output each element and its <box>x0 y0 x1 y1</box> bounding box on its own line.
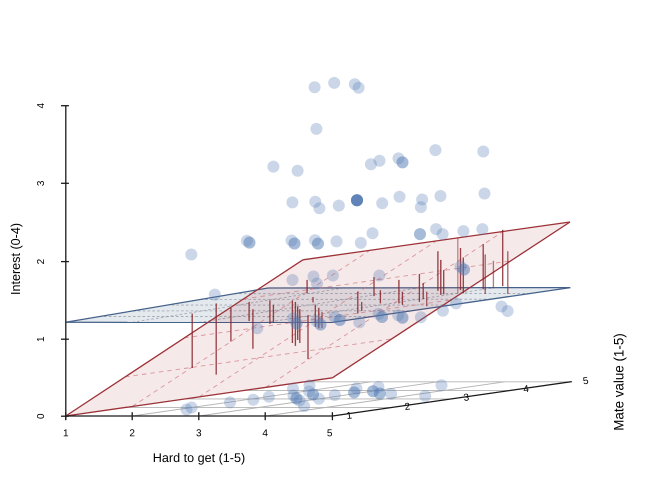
svg-text:Mate value (1-5): Mate value (1-5) <box>612 333 627 431</box>
svg-text:2: 2 <box>36 258 47 264</box>
svg-text:1: 1 <box>63 428 69 439</box>
svg-text:5: 5 <box>582 376 589 388</box>
svg-text:1: 1 <box>346 410 353 422</box>
svg-text:Interest (0-4): Interest (0-4) <box>9 223 23 295</box>
svg-text:Hard to get (1-5): Hard to get (1-5) <box>153 451 245 465</box>
svg-text:3: 3 <box>463 392 470 404</box>
svg-text:2: 2 <box>129 428 135 439</box>
svg-text:3: 3 <box>36 180 47 186</box>
svg-text:1: 1 <box>36 336 47 342</box>
svg-text:0: 0 <box>36 413 47 419</box>
svg-text:5: 5 <box>327 428 333 439</box>
svg-text:4: 4 <box>523 384 530 396</box>
svg-text:2: 2 <box>404 401 411 413</box>
svg-text:4: 4 <box>36 102 47 108</box>
svg-text:3: 3 <box>196 428 202 439</box>
svg-text:4: 4 <box>262 428 268 439</box>
